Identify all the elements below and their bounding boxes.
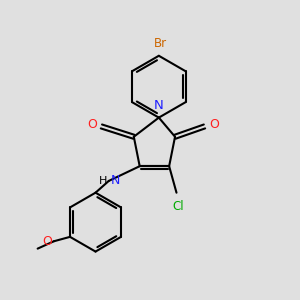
Text: O: O	[209, 118, 219, 131]
Text: O: O	[43, 235, 52, 248]
Text: N: N	[154, 99, 164, 112]
Text: Br: Br	[154, 38, 167, 50]
Text: H: H	[99, 176, 107, 186]
Text: N: N	[110, 174, 120, 188]
Text: Cl: Cl	[172, 200, 184, 213]
Text: O: O	[87, 118, 97, 131]
